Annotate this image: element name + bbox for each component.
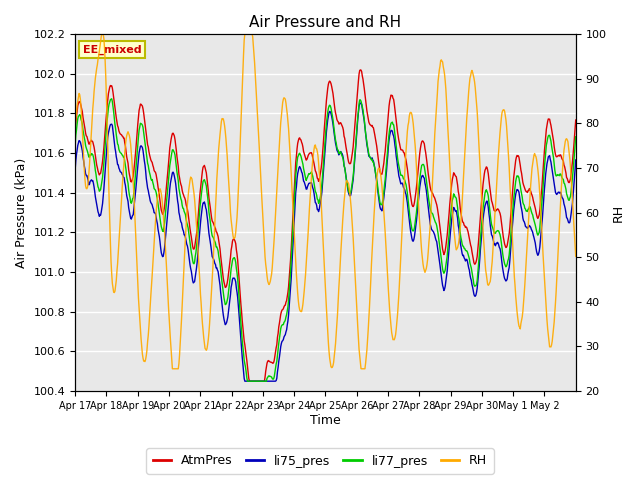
Legend: AtmPres, li75_pres, li77_pres, RH: AtmPres, li75_pres, li77_pres, RH: [147, 448, 493, 474]
X-axis label: Time: Time: [310, 414, 341, 427]
Text: EE_mixed: EE_mixed: [83, 45, 141, 55]
Y-axis label: Air Pressure (kPa): Air Pressure (kPa): [15, 157, 28, 268]
Title: Air Pressure and RH: Air Pressure and RH: [250, 15, 401, 30]
Y-axis label: RH: RH: [612, 204, 625, 222]
